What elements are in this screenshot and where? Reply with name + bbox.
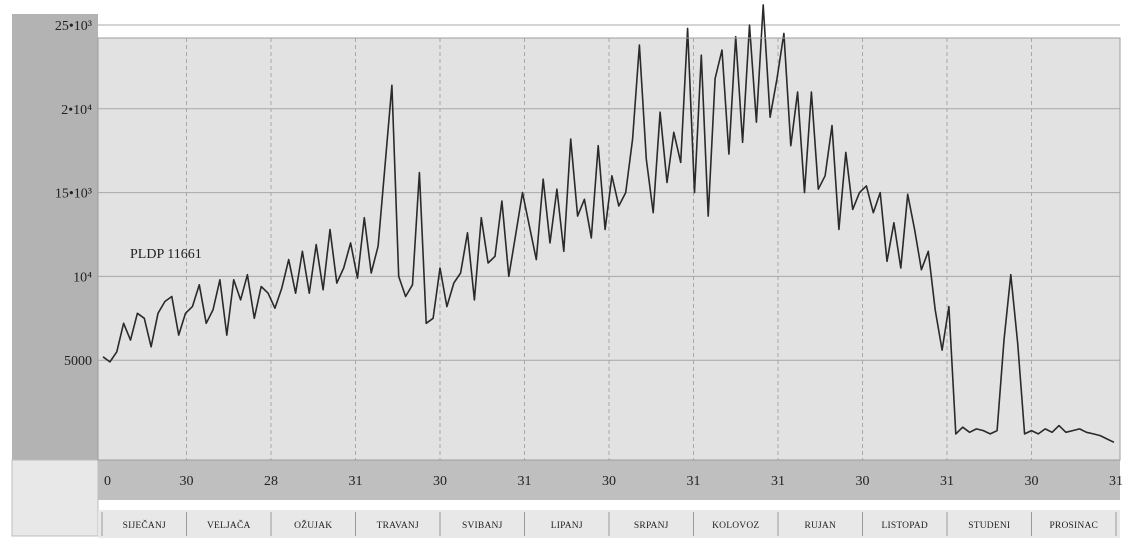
y-tick-label-0: 5000	[64, 354, 92, 369]
y-tick-label-2: 15•10³	[55, 187, 92, 202]
day-tick-label-1: 30	[180, 474, 194, 489]
month-label-3: TRAVANJ	[377, 521, 419, 531]
day-tick-label-4: 30	[433, 474, 447, 489]
y-tick-label-1: 10⁴	[73, 270, 92, 285]
month-label-4: SVIBANJ	[462, 521, 503, 531]
day-tick-label-5: 31	[518, 474, 532, 489]
month-label-0: SIJEČANJ	[123, 519, 166, 531]
y-tick-label-4: 25•10³	[55, 19, 92, 34]
y-axis-band	[12, 14, 98, 460]
month-dividers	[101, 512, 1117, 536]
month-label-11: PROSINAC	[1049, 521, 1098, 531]
day-tick-label-11: 30	[1025, 474, 1039, 489]
day-tick-label-2: 28	[264, 474, 278, 489]
day-tick-label-8: 31	[771, 474, 785, 489]
day-ticks: 0 30 28 31 30 31 30 31 31 30 31 30 31	[104, 474, 1123, 489]
footer-left-cell	[11, 459, 99, 537]
day-tick-label-6: 30	[602, 474, 616, 489]
day-tick-label-7: 31	[687, 474, 701, 489]
month-label-6: SRPANJ	[634, 521, 669, 531]
month-labels: SIJEČANJ VELJAČA OŽUJAK TRAVANJ SVIBANJ LIPAN…	[123, 519, 1098, 531]
day-tick-label-12: 31	[1109, 474, 1123, 489]
day-tick-label-9: 30	[856, 474, 870, 489]
day-tick-label-10: 31	[940, 474, 954, 489]
y-axis-ticks: 5000 10⁴ 15•10³ 2•10⁴ 25•10³	[55, 19, 92, 369]
series-line	[102, 4, 1115, 444]
month-label-8: RUJAN	[804, 521, 836, 531]
grid-lines	[98, 24, 1120, 460]
chart-annotation: PLDP 11661	[130, 247, 202, 262]
month-label-5: LIPANJ	[551, 521, 583, 531]
y-tick-label-3: 2•10⁴	[61, 103, 92, 118]
month-label-7: KOLOVOZ	[712, 521, 759, 531]
month-label-10: STUDENI	[968, 521, 1010, 531]
day-tick-label-0: 0	[104, 474, 111, 489]
day-tick-label-3: 31	[349, 474, 363, 489]
plot-border	[97, 37, 1121, 461]
month-label-9: LISTOPAD	[882, 521, 928, 531]
month-label-2: OŽUJAK	[294, 519, 332, 531]
month-label-1: VELJAČA	[207, 519, 251, 531]
day-tick-band	[98, 460, 1120, 500]
